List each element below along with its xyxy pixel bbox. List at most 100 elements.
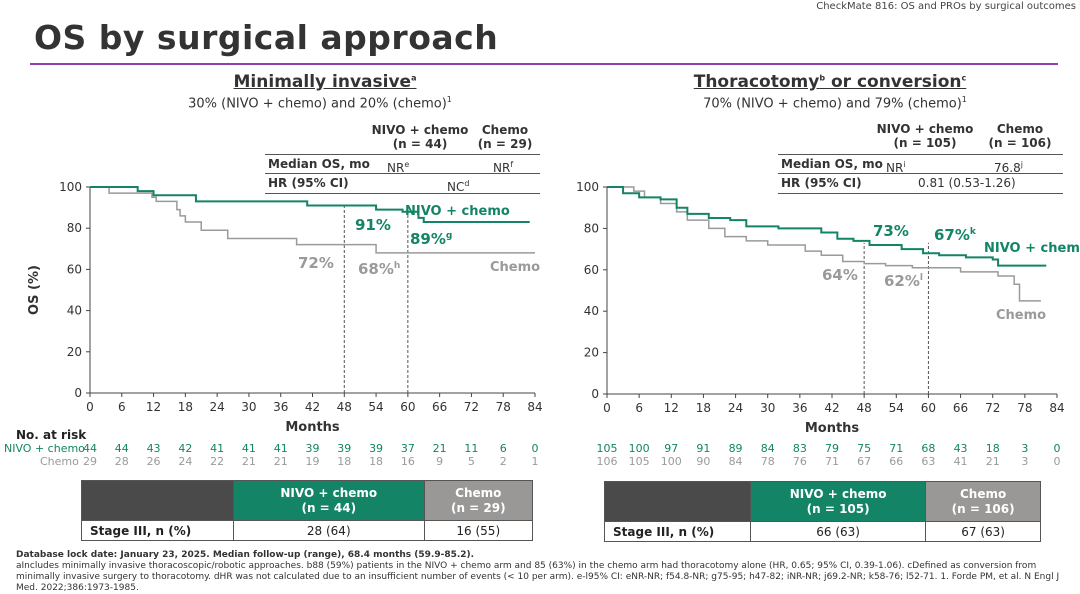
x-axis-label: Months <box>805 421 860 436</box>
x-tick-label: 66 <box>953 401 968 415</box>
footnote-sup: 1 <box>446 95 452 104</box>
risk-count: 6 <box>499 442 507 455</box>
col-header-chemo: Chemo <box>481 123 529 137</box>
x-tick-label: 42 <box>824 401 839 415</box>
risk-count: 84 <box>728 455 743 468</box>
col-n-nivo: (n = 105) <box>893 136 957 150</box>
hr-label: HR (95% CI) <box>781 176 862 190</box>
median-nivo: NRe <box>387 155 409 178</box>
risk-count: 68 <box>921 442 936 455</box>
footnote-sup: c <box>961 73 967 83</box>
title-divider <box>30 63 1058 65</box>
risk-count: 75 <box>857 442 872 455</box>
risk-count: 39 <box>369 442 384 455</box>
risk-count: 100 <box>628 442 650 455</box>
stage-chemo: 16 (55) <box>423 520 534 541</box>
x-tick-label: 12 <box>146 400 161 414</box>
risk-count: 84 <box>760 442 775 455</box>
risk-count: 44 <box>114 442 129 455</box>
col-header-chemo: Chemo <box>996 122 1044 136</box>
x-tick-label: 66 <box>432 400 447 414</box>
landmark-annotation: 72% <box>298 254 334 272</box>
risk-count: 91 <box>696 442 711 455</box>
panel-title-text: or conversion <box>825 72 962 92</box>
risk-count: 71 <box>889 442 904 455</box>
risk-count: 16 <box>400 455 415 468</box>
x-tick-label: 24 <box>210 400 225 414</box>
x-tick-label: 24 <box>728 401 743 415</box>
risk-count: 44 <box>83 442 97 455</box>
risk-count: 21 <box>241 455 256 468</box>
risk-label: No. at risk <box>16 428 87 442</box>
risk-row-label-chemo: Chemo <box>40 455 79 468</box>
col-label: Chemo <box>455 485 502 500</box>
x-tick-label: 18 <box>696 401 711 415</box>
risk-count: 9 <box>436 455 444 468</box>
risk-count: 105 <box>596 442 618 455</box>
panel-title-text: Minimally invasive <box>233 72 412 92</box>
y-axis-label: OS (%) <box>27 265 42 315</box>
panel-subtitle: 30% (NIVO + chemo) and 20% (chemo)1 <box>150 95 490 111</box>
col-label: Chemo <box>960 486 1007 501</box>
stage-table-right: NIVO + chemo (n = 105) Chemo (n = 106) Stag… <box>604 481 1041 542</box>
risk-count: 78 <box>760 455 775 468</box>
y-tick-label: 100 <box>59 180 82 194</box>
stage-col-nivo: NIVO + chemo (n = 105) <box>749 481 927 522</box>
risk-count: 76 <box>792 455 807 468</box>
km-curve-nivo <box>90 186 530 224</box>
stage-table-corner <box>604 481 751 522</box>
x-tick-label: 54 <box>889 401 904 415</box>
risk-count: 0 <box>531 442 539 455</box>
stage-label: Stage III, n (%) <box>81 520 234 541</box>
risk-count: 19 <box>305 455 320 468</box>
x-tick-label: 36 <box>273 400 288 414</box>
median-nivo: NRi <box>886 155 906 178</box>
risk-count: 0 <box>1053 442 1061 455</box>
footnote-lock-date: Database lock date: January 23, 2025. Me… <box>16 550 475 560</box>
panel-title-text: Thoracotomy <box>693 72 820 92</box>
median-os-label: Median OS, mo <box>268 157 370 171</box>
landmark-annotation: 68%h <box>358 260 400 278</box>
subtitle-text: 30% (NIVO + chemo) and 20% (chemo) <box>188 96 447 112</box>
footnote-sup: b <box>819 73 826 83</box>
value: 76.8 <box>994 161 1021 175</box>
value: NR <box>886 161 904 175</box>
col-n: (n = 106) <box>951 501 1015 516</box>
y-tick-label: 0 <box>591 387 599 401</box>
y-tick-label: 40 <box>584 304 599 318</box>
hr-value: 0.81 (0.53-1.26) <box>918 176 1016 190</box>
risk-count: 39 <box>337 442 352 455</box>
y-tick-label: 20 <box>584 346 599 360</box>
col-n-chemo: (n = 29) <box>477 137 533 151</box>
x-tick-label: 6 <box>635 401 643 415</box>
x-tick-label: 72 <box>464 400 479 414</box>
x-tick-label: 6 <box>118 400 126 414</box>
y-tick-label: 0 <box>74 386 82 400</box>
value: NC <box>447 180 465 194</box>
risk-count: 21 <box>273 455 288 468</box>
risk-count: 41 <box>241 442 256 455</box>
x-tick-label: 12 <box>664 401 679 415</box>
footnote-sup: a <box>411 73 417 83</box>
x-tick-label: 60 <box>400 400 415 414</box>
landmark-annotation: 62%l <box>884 272 923 290</box>
risk-count: 2 <box>499 455 507 468</box>
footnotes: Database lock date: January 23, 2025. Me… <box>16 550 1066 594</box>
risk-count: 3 <box>1021 455 1029 468</box>
landmark-annotation: 67%k <box>934 226 977 244</box>
risk-count: 105 <box>628 455 650 468</box>
risk-count: 63 <box>921 455 936 468</box>
x-tick-label: 30 <box>241 400 256 414</box>
stage-chemo: 67 (63) <box>925 521 1041 542</box>
x-tick-label: 30 <box>760 401 775 415</box>
col-n: (n = 105) <box>806 501 870 516</box>
value: NR <box>387 161 405 175</box>
series-label: Chemo <box>996 308 1046 323</box>
col-header-nivo: NIVO + chemo <box>876 122 974 136</box>
x-tick-label: 18 <box>178 400 193 414</box>
risk-count: 83 <box>792 442 807 455</box>
series-label: NIVO + chemo <box>984 241 1080 256</box>
col-n: (n = 29) <box>450 500 506 515</box>
risk-count: 39 <box>305 442 320 455</box>
x-tick-label: 48 <box>857 401 872 415</box>
